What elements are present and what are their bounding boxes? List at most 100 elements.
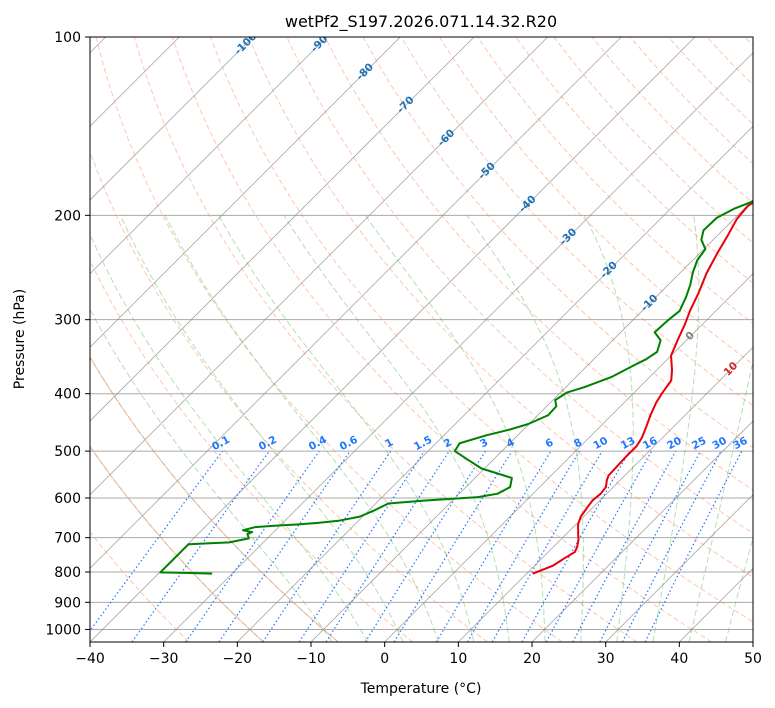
isotherm-line xyxy=(90,37,548,496)
mixing-ratio-line xyxy=(262,450,392,642)
mixing-ratio-label: 30 xyxy=(710,435,729,452)
isotherm-line xyxy=(310,199,753,642)
moist-adiabat-line xyxy=(364,215,546,642)
dry-adiabat-line xyxy=(515,37,753,284)
mixing-ratio-line xyxy=(572,450,677,642)
moist-adiabat-line xyxy=(466,215,584,642)
dry-adiabat-line xyxy=(591,37,753,204)
dry-adiabat-line xyxy=(90,150,488,642)
mixing-ratio-label: 10 xyxy=(591,435,610,452)
moist-adiabat-line xyxy=(218,215,475,642)
dry-adiabat-line xyxy=(95,37,563,642)
isotherm-line xyxy=(90,37,475,422)
y-tick-label: 1000 xyxy=(45,622,81,638)
mixing-ratio-line xyxy=(185,450,320,642)
dry-adiabat-line xyxy=(210,37,753,623)
mixing-ratio-label: 16 xyxy=(641,435,660,452)
x-tick-label: 20 xyxy=(523,651,541,667)
x-axis-title: Temperature (°C) xyxy=(360,681,482,697)
mixing-ratio-label: 1.5 xyxy=(412,434,434,453)
dry-adiabat-line xyxy=(90,356,339,642)
dry-adiabat-line xyxy=(362,37,753,449)
x-tick-label: 10 xyxy=(449,651,467,667)
mixing-ratio-line xyxy=(545,450,653,642)
y-tick-label: 100 xyxy=(54,30,81,46)
mixing-ratio-line xyxy=(521,450,631,642)
dry-adiabat-line xyxy=(668,37,753,125)
mixing-ratio-line xyxy=(131,450,270,642)
moist-adiabat-line xyxy=(688,358,753,642)
mixing-ratio-label: 25 xyxy=(690,435,709,452)
x-tick-label: 30 xyxy=(597,651,615,667)
dry-adiabat-line xyxy=(90,356,339,642)
x-axis: −40 −30 −20 −10 0 10 20 30 40 50 xyxy=(75,642,762,667)
moist-adiabat-line xyxy=(164,215,439,642)
dry-adiabat-line xyxy=(90,531,190,642)
moist-adiabat-line xyxy=(90,308,333,642)
x-tick-label: 50 xyxy=(744,651,762,667)
isotherm-line xyxy=(90,37,327,275)
mixing-ratio-label: 0.2 xyxy=(257,434,279,453)
x-tick-label: −10 xyxy=(296,651,326,667)
isotherm-line xyxy=(163,52,753,642)
moist-adiabat-line xyxy=(90,233,369,642)
dry-adiabat-line xyxy=(90,445,264,642)
y-axis: 100 200 300 400 500 600 700 800 900 1000 xyxy=(45,30,90,638)
isotherm-line xyxy=(90,37,696,642)
isotherm-line xyxy=(90,37,254,201)
mixing-ratio-label: 36 xyxy=(731,435,750,452)
mixing-ratio-line xyxy=(325,450,450,642)
y-tick-label: 700 xyxy=(54,531,81,547)
y-tick-label: 200 xyxy=(54,208,81,224)
temperature-line xyxy=(532,201,753,575)
dewpoint-line xyxy=(159,199,753,575)
chart-title: wetPf2_S197.2026.071.14.32.R20 xyxy=(285,12,557,32)
dry-adiabat-line xyxy=(324,37,753,491)
mixing-ratio-line xyxy=(298,450,425,642)
isotherm-label: 20 xyxy=(762,393,775,412)
x-tick-label: 40 xyxy=(670,651,688,667)
dry-adiabat-line xyxy=(706,37,753,86)
isotherm-line xyxy=(237,125,753,642)
moist-adiabat-line xyxy=(283,215,510,642)
mixing-ratio-line xyxy=(621,450,722,642)
y-tick-label: 600 xyxy=(54,491,81,507)
moist-adiabat-line xyxy=(120,215,404,642)
y-tick-label: 800 xyxy=(54,565,81,581)
dry-adiabat-line xyxy=(553,37,753,244)
dry-adiabat-line xyxy=(171,37,712,642)
y-tick-label: 500 xyxy=(54,444,81,460)
profile-lines xyxy=(159,199,753,575)
moist-adiabat-line xyxy=(583,215,634,642)
mixing-ratio-line xyxy=(393,450,513,642)
mixing-ratio-label: 1 xyxy=(383,436,395,450)
x-tick-label: −40 xyxy=(75,651,105,667)
mixing-ratio-line xyxy=(599,450,702,642)
mixing-ratio-line xyxy=(435,450,552,642)
dry-adiabat-line xyxy=(439,37,753,366)
mixing-ratio-label: 3 xyxy=(478,436,490,450)
x-tick-label: −20 xyxy=(223,651,253,667)
mixing-ratio-line xyxy=(218,450,351,642)
isotherm-line xyxy=(605,494,753,642)
dry-adiabat-line xyxy=(90,259,414,642)
x-tick-label: 0 xyxy=(380,651,389,667)
isotherm-line xyxy=(90,37,401,348)
dry-adiabat-line xyxy=(248,37,753,578)
mixing-ratio-label: 20 xyxy=(665,435,684,452)
mixing-ratio-label: 0.6 xyxy=(338,434,360,453)
y-tick-label: 400 xyxy=(54,387,81,403)
dry-adiabat-line xyxy=(133,37,638,642)
isotherm-line xyxy=(384,273,753,642)
y-tick-label: 300 xyxy=(54,313,81,329)
plot-frame xyxy=(89,36,754,643)
moist-adiabat-line xyxy=(725,536,753,642)
dry-adiabat-line xyxy=(400,37,753,407)
isotherm-line xyxy=(752,641,753,642)
isotherm-line xyxy=(90,37,622,569)
x-tick-label: −30 xyxy=(149,651,179,667)
isotherm-line xyxy=(458,346,753,642)
y-tick-label: 900 xyxy=(54,595,81,611)
moist-adiabat-line xyxy=(652,215,700,642)
